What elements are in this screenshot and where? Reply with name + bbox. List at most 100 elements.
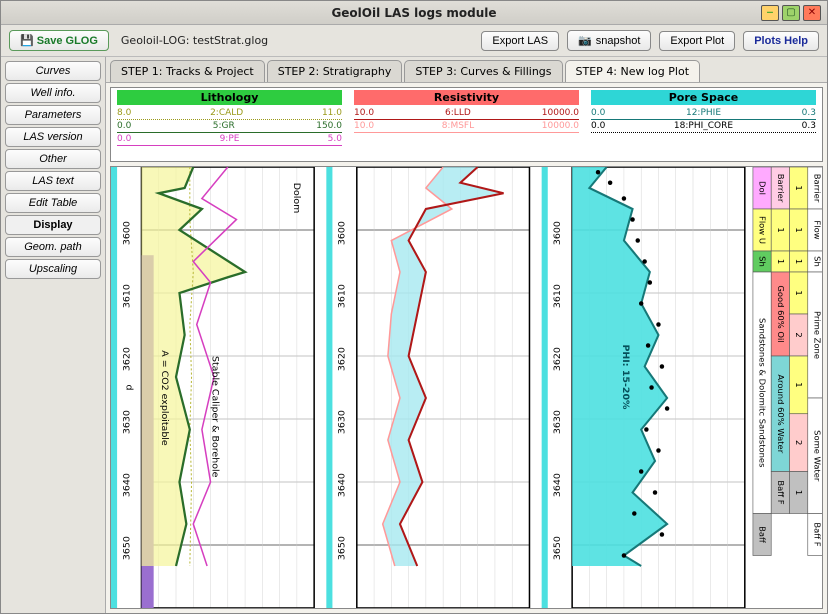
legend-header: Pore Space	[591, 90, 816, 105]
content: STEP 1: Tracks & ProjectSTEP 2: Stratigr…	[106, 57, 827, 613]
window-controls: ‒ ▢ ✕	[761, 5, 821, 21]
svg-text:Around 60% Water: Around 60% Water	[776, 374, 786, 453]
main-window: GeolOil LAS logs module ‒ ▢ ✕ 💾 Save GLO…	[0, 0, 828, 614]
legend-row: 0.012:PHIE0.3	[591, 107, 816, 120]
sidebar-item-las-version[interactable]: LAS version	[5, 127, 101, 147]
svg-text:3650: 3650	[552, 536, 563, 560]
legend-box: Lithology 8.02:CALD11.00.05:GR150.00.09:P…	[110, 87, 823, 162]
svg-text:2: 2	[794, 440, 804, 445]
save-icon: 💾	[20, 35, 34, 47]
svg-text:p: p	[123, 384, 134, 390]
svg-text:3600: 3600	[552, 221, 563, 245]
svg-text:Baff: Baff	[758, 526, 768, 543]
window-title: GeolOil LAS logs module	[331, 6, 496, 20]
svg-text:Baff F: Baff F	[812, 522, 822, 546]
svg-text:Baff F: Baff F	[776, 480, 786, 504]
svg-text:PHI: 15-20%: PHI: 15-20%	[620, 344, 631, 409]
svg-text:1: 1	[776, 227, 786, 232]
svg-text:3620: 3620	[552, 347, 563, 371]
legend-col-resistivity: Resistivity 10.06:LLD10000.010.08:MSFL100…	[348, 88, 585, 161]
svg-text:3650: 3650	[337, 536, 348, 560]
svg-text:Barrier: Barrier	[776, 174, 786, 203]
svg-text:1: 1	[794, 490, 804, 495]
svg-text:Sh: Sh	[812, 256, 822, 267]
legend-col-pore-space: Pore Space 0.012:PHIE0.30.018:PHI_CORE0.3	[585, 88, 822, 161]
svg-text:Sh: Sh	[758, 256, 768, 267]
svg-text:3610: 3610	[337, 284, 348, 308]
svg-text:2: 2	[794, 332, 804, 337]
export-las-button[interactable]: Export LAS	[481, 31, 559, 51]
svg-text:1: 1	[794, 259, 804, 264]
save-glog-label: Save GLOG	[37, 35, 98, 47]
sidebar-item-display[interactable]: Display	[5, 215, 101, 235]
svg-text:1: 1	[794, 290, 804, 295]
svg-text:3650: 3650	[121, 536, 132, 560]
file-label: Geoloil-LOG: testStrat.glog	[121, 34, 268, 47]
legend-row: 8.02:CALD11.0	[117, 107, 342, 120]
minimize-button[interactable]: ‒	[761, 5, 779, 21]
save-glog-button[interactable]: 💾 Save GLOG	[9, 30, 109, 51]
camera-icon: 📷	[578, 34, 592, 47]
svg-text:1: 1	[794, 227, 804, 232]
svg-text:Prime Zone: Prime Zone	[812, 311, 822, 359]
sidebar-item-upscaling[interactable]: Upscaling	[5, 259, 101, 279]
svg-text:Flow: Flow	[812, 220, 822, 239]
sidebar-item-well-info-[interactable]: Well info.	[5, 83, 101, 103]
svg-text:Dolom: Dolom	[291, 183, 302, 214]
svg-text:3620: 3620	[337, 347, 348, 371]
svg-text:1: 1	[794, 185, 804, 190]
svg-text:3610: 3610	[552, 284, 563, 308]
legend-row: 0.09:PE5.0	[117, 133, 342, 146]
toolbar: 💾 Save GLOG Geoloil-LOG: testStrat.glog …	[1, 25, 827, 57]
svg-text:3600: 3600	[121, 221, 132, 245]
svg-text:Stable Caliper & Borehole: Stable Caliper & Borehole	[210, 356, 221, 478]
svg-text:Good 60% Oil: Good 60% Oil	[776, 285, 786, 342]
svg-text:3630: 3630	[552, 410, 563, 434]
svg-text:Sandstones & Dolomitc Sandston: Sandstones & Dolomitc Sandstones	[758, 318, 768, 467]
maximize-button[interactable]: ▢	[782, 5, 800, 21]
plots-help-button[interactable]: Plots Help	[743, 31, 819, 51]
svg-text:1: 1	[776, 259, 786, 264]
svg-text:3640: 3640	[337, 473, 348, 497]
sidebar-item-edit-table[interactable]: Edit Table	[5, 193, 101, 213]
titlebar: GeolOil LAS logs module ‒ ▢ ✕	[1, 1, 827, 25]
tab-step-3[interactable]: STEP 3: Curves & Fillings	[404, 60, 562, 82]
tab-step-2[interactable]: STEP 2: Stratigraphy	[267, 60, 403, 82]
svg-text:3640: 3640	[121, 473, 132, 497]
close-button[interactable]: ✕	[803, 5, 821, 21]
legend-header: Lithology	[117, 90, 342, 105]
sidebar-item-geom-path[interactable]: Geom. path	[5, 237, 101, 257]
sidebar: CurvesWell info.ParametersLAS versionOth…	[1, 57, 106, 613]
tab-step-1[interactable]: STEP 1: Tracks & Project	[110, 60, 265, 82]
legend-row: 10.06:LLD10000.0	[354, 107, 579, 120]
sidebar-item-other[interactable]: Other	[5, 149, 101, 169]
legend-row: 0.05:GR150.0	[117, 120, 342, 133]
main-row: CurvesWell info.ParametersLAS versionOth…	[1, 57, 827, 613]
svg-text:1: 1	[794, 382, 804, 387]
svg-text:3610: 3610	[121, 284, 132, 308]
svg-text:3640: 3640	[552, 473, 563, 497]
export-plot-button[interactable]: Export Plot	[659, 31, 735, 51]
tab-step-4[interactable]: STEP 4: New log Plot	[565, 60, 700, 82]
svg-text:A = CO2 exploitable: A = CO2 exploitable	[159, 350, 170, 446]
legend-col-lithology: Lithology 8.02:CALD11.00.05:GR150.00.09:P…	[111, 88, 348, 161]
snapshot-label: snapshot	[596, 35, 641, 47]
svg-text:3620: 3620	[121, 347, 132, 371]
tabs: STEP 1: Tracks & ProjectSTEP 2: Stratigr…	[106, 57, 827, 83]
snapshot-button[interactable]: 📷 snapshot	[567, 30, 651, 51]
svg-text:3600: 3600	[337, 221, 348, 245]
sidebar-item-las-text[interactable]: LAS text	[5, 171, 101, 191]
svg-text:3630: 3630	[121, 410, 132, 434]
log-plot-svg: 3600 3610 3620 3630 3640 3650 3600 3610 3620 3630…	[111, 167, 822, 608]
sidebar-item-parameters[interactable]: Parameters	[5, 105, 101, 125]
legend-row: 0.018:PHI_CORE0.3	[591, 120, 816, 133]
plot-area: Lithology 8.02:CALD11.00.05:GR150.00.09:P…	[106, 83, 827, 613]
svg-text:Barrier: Barrier	[812, 174, 822, 203]
svg-text:3630: 3630	[337, 410, 348, 434]
legend-header: Resistivity	[354, 90, 579, 105]
legend-row: 10.08:MSFL10000.0	[354, 120, 579, 133]
svg-text:Dol: Dol	[758, 181, 768, 195]
svg-text:Some Water: Some Water	[812, 430, 822, 482]
track-container[interactable]: 3600 3610 3620 3630 3640 3650 3600 3610 3620 3630…	[110, 166, 823, 609]
sidebar-item-curves[interactable]: Curves	[5, 61, 101, 81]
